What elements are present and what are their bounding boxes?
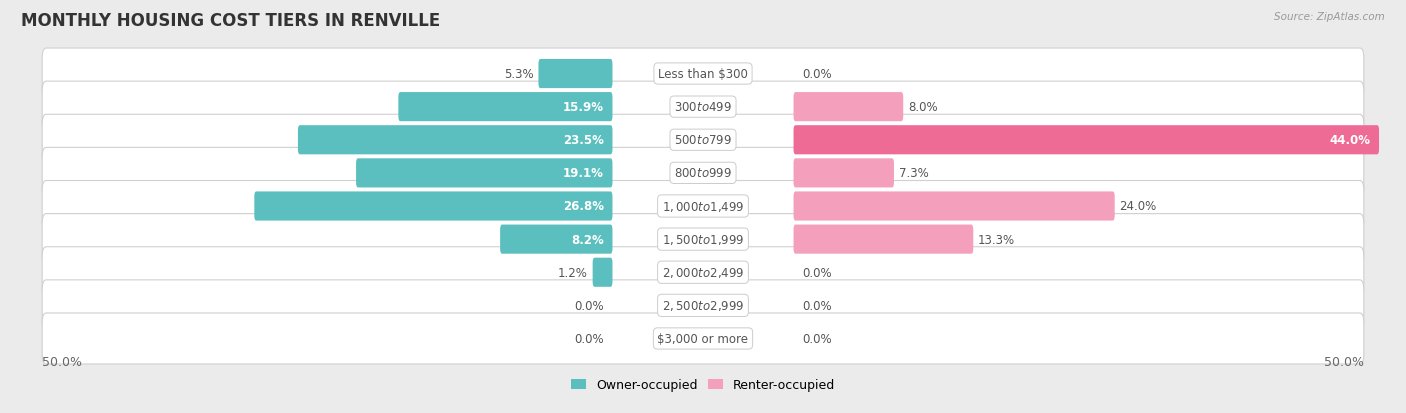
Text: 5.3%: 5.3% (505, 68, 534, 81)
Text: $1,500 to $1,999: $1,500 to $1,999 (662, 233, 744, 247)
Text: 23.5%: 23.5% (562, 134, 605, 147)
Text: 0.0%: 0.0% (574, 299, 605, 312)
Text: 26.8%: 26.8% (562, 200, 605, 213)
FancyBboxPatch shape (42, 280, 1364, 331)
FancyBboxPatch shape (538, 60, 613, 89)
Text: $800 to $999: $800 to $999 (673, 167, 733, 180)
Text: $1,000 to $1,499: $1,000 to $1,499 (662, 199, 744, 214)
Text: 44.0%: 44.0% (1330, 134, 1371, 147)
FancyBboxPatch shape (254, 192, 613, 221)
Text: $3,000 or more: $3,000 or more (658, 332, 748, 345)
Text: $300 to $499: $300 to $499 (673, 101, 733, 114)
Text: 50.0%: 50.0% (42, 355, 82, 368)
FancyBboxPatch shape (42, 247, 1364, 298)
Text: $2,500 to $2,999: $2,500 to $2,999 (662, 299, 744, 313)
FancyBboxPatch shape (42, 214, 1364, 265)
FancyBboxPatch shape (793, 192, 1115, 221)
FancyBboxPatch shape (298, 126, 613, 155)
FancyBboxPatch shape (793, 159, 894, 188)
Text: $500 to $799: $500 to $799 (673, 134, 733, 147)
FancyBboxPatch shape (501, 225, 613, 254)
FancyBboxPatch shape (793, 225, 973, 254)
FancyBboxPatch shape (793, 93, 903, 122)
Text: 15.9%: 15.9% (562, 101, 605, 114)
Text: 0.0%: 0.0% (801, 266, 832, 279)
FancyBboxPatch shape (793, 126, 1379, 155)
Text: 0.0%: 0.0% (801, 68, 832, 81)
Text: 19.1%: 19.1% (562, 167, 605, 180)
FancyBboxPatch shape (356, 159, 613, 188)
FancyBboxPatch shape (42, 313, 1364, 364)
Text: 8.0%: 8.0% (908, 101, 938, 114)
Text: $2,000 to $2,499: $2,000 to $2,499 (662, 266, 744, 280)
Text: 0.0%: 0.0% (801, 332, 832, 345)
Text: 1.2%: 1.2% (558, 266, 588, 279)
FancyBboxPatch shape (42, 148, 1364, 199)
FancyBboxPatch shape (593, 258, 613, 287)
Text: 50.0%: 50.0% (1324, 355, 1364, 368)
FancyBboxPatch shape (42, 82, 1364, 133)
FancyBboxPatch shape (42, 181, 1364, 232)
Legend: Owner-occupied, Renter-occupied: Owner-occupied, Renter-occupied (567, 374, 839, 396)
Text: 8.2%: 8.2% (571, 233, 605, 246)
Text: 13.3%: 13.3% (979, 233, 1015, 246)
Text: 7.3%: 7.3% (898, 167, 928, 180)
Text: 0.0%: 0.0% (801, 299, 832, 312)
FancyBboxPatch shape (398, 93, 613, 122)
Text: MONTHLY HOUSING COST TIERS IN RENVILLE: MONTHLY HOUSING COST TIERS IN RENVILLE (21, 12, 440, 30)
Text: 24.0%: 24.0% (1119, 200, 1157, 213)
FancyBboxPatch shape (42, 115, 1364, 166)
FancyBboxPatch shape (42, 49, 1364, 100)
Text: 0.0%: 0.0% (574, 332, 605, 345)
Text: Less than $300: Less than $300 (658, 68, 748, 81)
Text: Source: ZipAtlas.com: Source: ZipAtlas.com (1274, 12, 1385, 22)
